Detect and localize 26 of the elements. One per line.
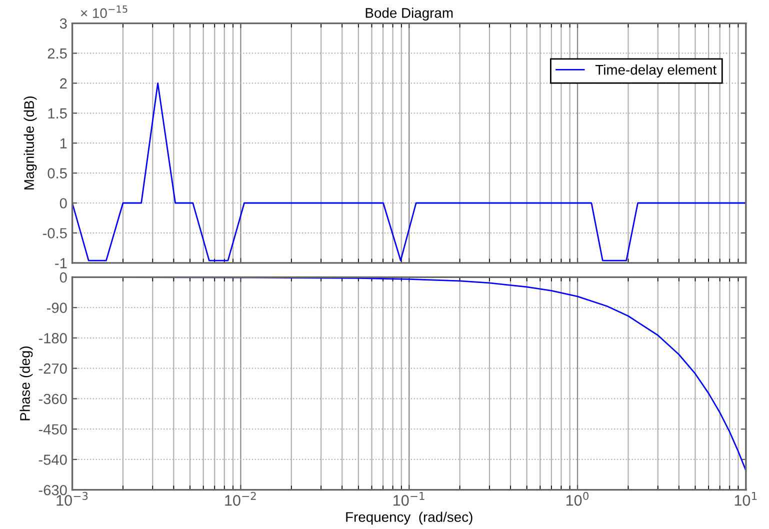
y-axis-title: Magnitude (dB): [24, 96, 37, 190]
y-tick-label: -450: [38, 424, 67, 435]
y-tick-label: -540: [38, 454, 67, 465]
x-tick-label: 10$^{−2}$: [225, 492, 256, 506]
y-tick-label: -0.5: [42, 228, 67, 238]
chart-title: Bode Diagram: [366, 8, 453, 21]
y-axis-title: Phase (deg): [20, 346, 33, 420]
y-tick-label: -1: [55, 258, 67, 268]
x-axis-title: Frequency (rad/sec): [346, 512, 472, 525]
x-tick-label: 10$^{1}$: [734, 492, 757, 506]
x-tick-label: 10$^{0}$: [566, 492, 589, 506]
y-tick-label: -180: [38, 333, 67, 344]
y-tick-label: -270: [38, 363, 67, 374]
legend-label: Time-delay element: [595, 64, 716, 78]
y-tick-label: 1: [60, 138, 67, 148]
y-tick-label: 0: [60, 272, 67, 283]
y-tick-label: 0.5: [48, 168, 67, 178]
y-tick-label: 0: [60, 198, 67, 208]
text: × 10$^{−15}$: [80, 6, 128, 18]
y-tick-label: 2: [60, 78, 67, 88]
y-tick-label: 3: [60, 18, 67, 29]
y-tick-label: 2.5: [48, 48, 67, 59]
y-tick-label: -90: [46, 302, 67, 314]
y-tick-label: 1.5: [48, 108, 67, 119]
x-tick-label: 10$^{−1}$: [394, 492, 424, 506]
y-tick-label: -360: [38, 394, 67, 404]
